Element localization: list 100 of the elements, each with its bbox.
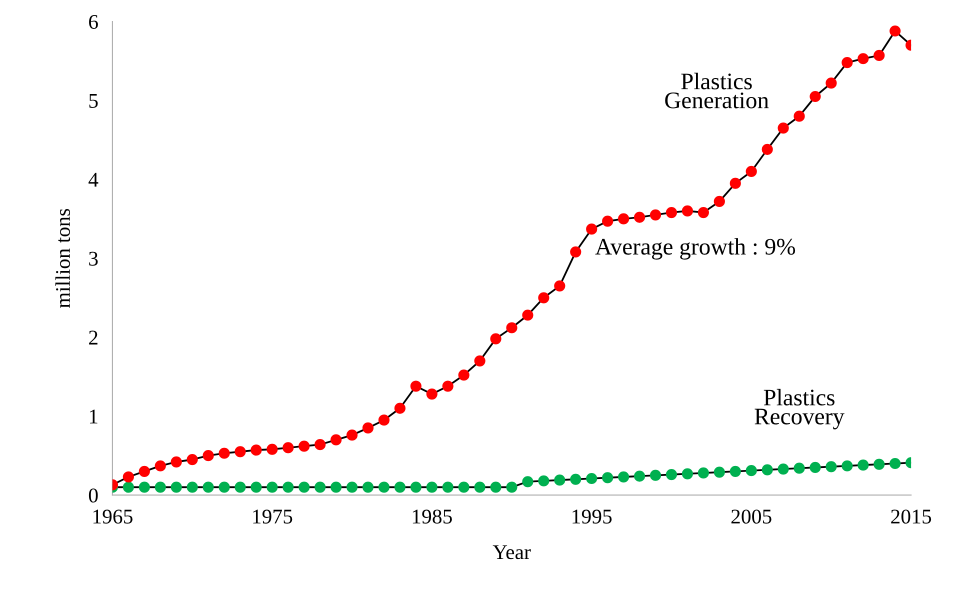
point	[346, 482, 358, 493]
y-tick-label: 4	[88, 172, 98, 187]
point	[554, 474, 566, 486]
annotation: Average growth : 9%	[595, 238, 796, 260]
point	[794, 110, 805, 122]
point	[730, 466, 741, 477]
point	[266, 444, 278, 455]
point	[426, 482, 438, 493]
point	[394, 402, 406, 414]
point	[618, 213, 630, 224]
point	[266, 482, 278, 493]
point	[362, 422, 374, 434]
point	[330, 482, 342, 493]
point	[442, 482, 454, 493]
point	[234, 482, 246, 493]
point	[138, 466, 150, 477]
x-tick-label: 1985	[412, 510, 452, 524]
point	[186, 454, 198, 466]
x-tick-label: 1975	[253, 510, 292, 524]
point	[474, 482, 486, 493]
point	[170, 456, 182, 468]
point	[762, 144, 773, 155]
point	[474, 355, 486, 366]
point	[314, 439, 326, 450]
point	[554, 280, 566, 292]
point	[202, 482, 214, 493]
point	[170, 482, 182, 493]
point	[282, 442, 294, 454]
y-tick-label: 3	[89, 252, 98, 266]
x-axis-title: Year	[492, 545, 531, 560]
series-label: Plastics Recovery	[754, 388, 844, 430]
point	[458, 482, 470, 493]
point	[842, 57, 853, 68]
series-label: Plastics Generation	[665, 72, 769, 108]
point	[250, 444, 262, 456]
point	[874, 458, 885, 470]
point	[778, 122, 789, 134]
point	[714, 196, 725, 208]
point	[378, 414, 390, 426]
point	[874, 50, 885, 62]
point	[378, 482, 390, 493]
point	[394, 482, 406, 493]
point	[522, 310, 534, 321]
point	[634, 212, 646, 223]
point	[442, 380, 454, 392]
y-tick-label: 5	[89, 94, 98, 108]
point	[490, 482, 502, 493]
point	[586, 224, 598, 235]
point	[522, 476, 534, 488]
y-tick-label: 1	[90, 410, 98, 424]
point	[506, 482, 518, 493]
point	[298, 482, 310, 493]
point	[186, 482, 198, 493]
point	[122, 482, 134, 493]
point	[330, 434, 342, 446]
point	[810, 462, 821, 474]
point	[586, 472, 598, 484]
point	[122, 471, 134, 482]
point	[506, 322, 518, 334]
point	[250, 482, 262, 493]
point	[682, 205, 694, 216]
point	[794, 462, 805, 474]
point	[570, 474, 582, 485]
point	[138, 482, 150, 493]
point	[298, 440, 310, 452]
point	[730, 178, 741, 189]
point	[714, 466, 725, 478]
point	[346, 430, 358, 441]
point	[826, 461, 837, 472]
point	[282, 482, 294, 493]
y-tick-label: 0	[88, 488, 98, 503]
point	[650, 470, 662, 481]
point	[218, 482, 230, 493]
point	[698, 206, 709, 218]
point	[602, 216, 614, 227]
point	[762, 464, 773, 476]
y-tick-label: 6	[89, 14, 98, 29]
point	[698, 467, 709, 479]
point	[490, 333, 502, 344]
point	[842, 460, 853, 472]
point	[666, 206, 678, 218]
point	[410, 482, 422, 493]
point	[154, 460, 166, 472]
point	[202, 450, 214, 462]
point	[746, 166, 757, 178]
x-tick-label: 1995	[572, 510, 612, 524]
point	[218, 448, 230, 459]
point	[682, 468, 694, 480]
point	[890, 25, 901, 37]
point	[826, 78, 837, 89]
point	[858, 53, 869, 64]
point	[618, 471, 630, 482]
y-axis-title: million tons	[55, 208, 70, 308]
point	[410, 380, 422, 392]
point	[538, 292, 550, 304]
point	[154, 482, 166, 493]
point	[890, 458, 901, 470]
x-tick-label: 2015	[891, 510, 932, 524]
point	[650, 209, 662, 220]
point	[634, 470, 646, 482]
